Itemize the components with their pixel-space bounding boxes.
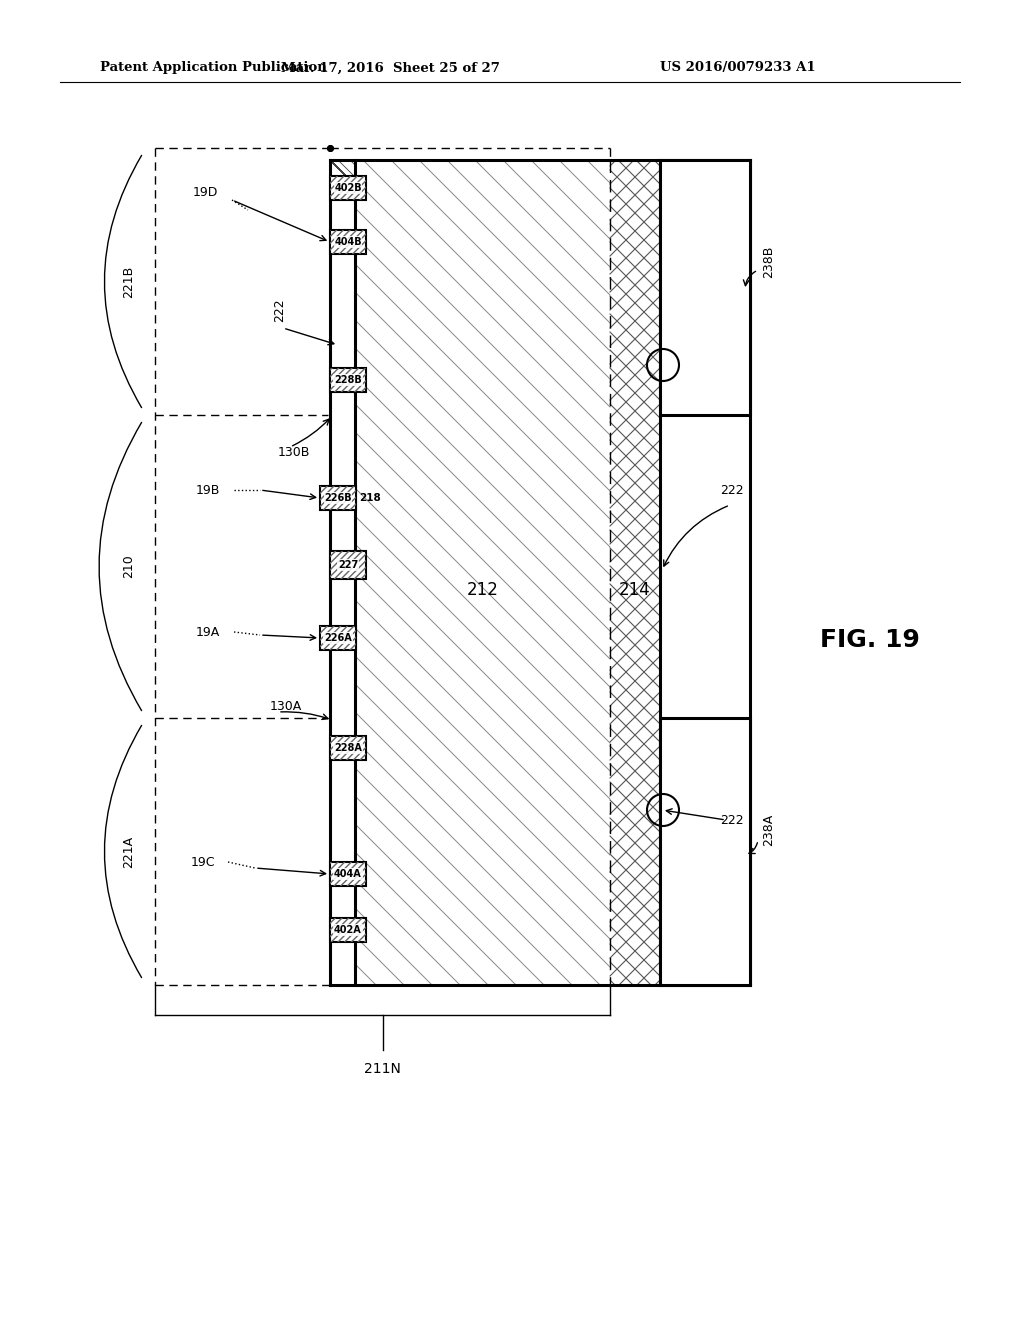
Text: 222: 222 bbox=[720, 813, 743, 826]
Text: 226A: 226A bbox=[325, 634, 352, 643]
Text: 222: 222 bbox=[273, 298, 287, 322]
Text: 226B: 226B bbox=[325, 492, 352, 503]
Bar bbox=[319, 486, 356, 510]
Text: 218: 218 bbox=[359, 492, 381, 503]
Text: 404B: 404B bbox=[334, 238, 361, 247]
Bar bbox=[319, 486, 356, 510]
Text: 238A: 238A bbox=[762, 814, 775, 846]
Text: 238B: 238B bbox=[762, 246, 775, 279]
Text: 221A: 221A bbox=[122, 836, 135, 867]
Text: 222: 222 bbox=[720, 483, 743, 496]
Bar bbox=[330, 550, 366, 579]
Text: 404A: 404A bbox=[334, 869, 361, 879]
Bar bbox=[330, 917, 366, 942]
Bar bbox=[330, 176, 366, 201]
Bar bbox=[330, 917, 366, 942]
Bar bbox=[330, 737, 366, 760]
Text: 402A: 402A bbox=[334, 925, 361, 935]
Bar bbox=[330, 862, 366, 886]
Bar bbox=[660, 160, 750, 414]
Text: 212: 212 bbox=[467, 581, 499, 599]
Text: 402B: 402B bbox=[334, 183, 361, 193]
Text: 214: 214 bbox=[620, 581, 651, 599]
Bar bbox=[330, 862, 366, 886]
Bar bbox=[330, 368, 366, 392]
Bar bbox=[660, 718, 750, 985]
Bar bbox=[330, 230, 366, 253]
Text: 130B: 130B bbox=[278, 446, 310, 459]
Text: 210: 210 bbox=[122, 554, 135, 578]
Text: 19C: 19C bbox=[190, 855, 215, 869]
Text: Patent Application Publication: Patent Application Publication bbox=[100, 62, 327, 74]
Bar bbox=[330, 737, 366, 760]
Text: 228B: 228B bbox=[334, 375, 361, 385]
Bar bbox=[330, 230, 366, 253]
Bar bbox=[319, 626, 356, 649]
Text: US 2016/0079233 A1: US 2016/0079233 A1 bbox=[660, 62, 816, 74]
Text: FIG. 19: FIG. 19 bbox=[820, 628, 920, 652]
Bar bbox=[330, 368, 366, 392]
Text: 227: 227 bbox=[338, 560, 358, 570]
Text: 211N: 211N bbox=[365, 1063, 401, 1076]
Text: 228A: 228A bbox=[334, 743, 361, 752]
Text: 221B: 221B bbox=[122, 265, 135, 297]
Bar bbox=[330, 550, 366, 579]
Text: 19A: 19A bbox=[196, 626, 220, 639]
Text: 19D: 19D bbox=[193, 186, 218, 199]
Text: Mar. 17, 2016  Sheet 25 of 27: Mar. 17, 2016 Sheet 25 of 27 bbox=[281, 62, 500, 74]
Text: 19B: 19B bbox=[196, 483, 220, 496]
Bar bbox=[330, 176, 366, 201]
Bar bbox=[319, 626, 356, 649]
Text: 130A: 130A bbox=[270, 700, 302, 713]
